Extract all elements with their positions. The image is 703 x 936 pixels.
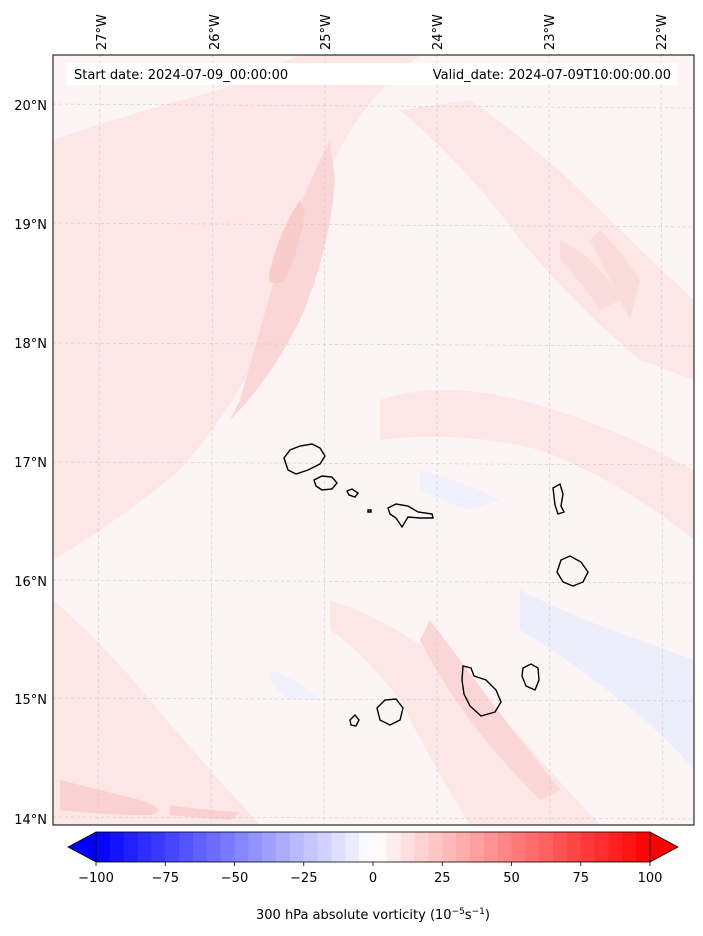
colorbar-segment — [553, 832, 568, 862]
colorbar-segment — [359, 832, 374, 862]
colorbar-segment — [192, 832, 208, 862]
colorbar-segment — [428, 832, 443, 862]
map-frame — [52, 54, 695, 826]
colorbar-segment — [317, 832, 333, 862]
colorbar-segment — [539, 832, 554, 862]
colorbar-segment — [276, 832, 291, 862]
lat-label-16n: 16°N — [14, 575, 47, 590]
vorticity-field — [53, 55, 694, 825]
lat-label-14n: 14°N — [14, 813, 47, 828]
colorbar-segment — [248, 832, 263, 862]
island-santa-luzia — [346, 488, 360, 498]
colorbar-extend-low — [67, 831, 97, 863]
colorbar-segment — [511, 832, 526, 862]
colorbar-segment — [608, 832, 623, 862]
colorbar-tick-label: 0 — [369, 871, 377, 886]
colorbar-segment — [206, 832, 222, 862]
colorbar-segment — [442, 832, 457, 862]
colorbar-segment — [373, 832, 388, 862]
colorbar-segment — [220, 832, 236, 862]
colorbar-segment — [386, 832, 402, 862]
lat-label-20n: 20°N — [14, 99, 47, 114]
colorbar-ticks: −100 −75 −50 −25 0 25 50 75 100 — [78, 862, 662, 886]
start-date-label: Start date: 2024-07-09_00:00:00 — [74, 68, 288, 83]
colorbar-segment — [123, 832, 139, 862]
valid-date-label: Valid_date: 2024-07-09T10:00:00.00 — [433, 68, 671, 83]
map-panel — [53, 55, 694, 825]
colorbar-segment — [179, 832, 194, 862]
island-santo-antao — [283, 443, 326, 475]
colorbar-tick-label: −75 — [152, 871, 179, 886]
lat-label-19n: 19°N — [14, 218, 47, 233]
colorbar-tick-label: 25 — [434, 871, 451, 886]
colorbar-tick-label: 100 — [638, 871, 663, 886]
colorbar-segment — [137, 832, 152, 862]
colorbar-segment — [165, 832, 180, 862]
colorbar-segment — [262, 832, 277, 862]
island-brava — [349, 713, 360, 727]
lat-label-15n: 15°N — [14, 693, 47, 708]
lon-label-22w: 22°W — [655, 14, 670, 50]
colorbar-extend-high — [649, 831, 679, 863]
colorbar-title-text: 300 hPa absolute vorticity (10 — [256, 908, 452, 923]
colorbar-segment — [483, 832, 499, 862]
colorbar-tick-label: 50 — [503, 871, 520, 886]
island-santiago — [461, 665, 502, 717]
latitude-labels: 20°N 19°N 18°N 17°N 16°N 15°N 14°N — [14, 99, 47, 828]
colorbar-segment — [594, 832, 610, 862]
longitude-labels: 27°W 26°W 25°W 24°W 23°W 22°W — [95, 14, 670, 50]
colorbar-segment — [109, 832, 125, 862]
colorbar-title: 300 hPa absolute vorticity (10−5s−1) — [256, 907, 490, 923]
colorbar-segment — [151, 832, 166, 862]
colorbar-segment — [525, 832, 540, 862]
lon-label-27w: 27°W — [95, 14, 110, 50]
colorbar-segment — [331, 832, 346, 862]
lon-label-26w: 26°W — [208, 14, 223, 50]
colorbar-segment — [497, 832, 513, 862]
colorbar-title-unit: s — [465, 908, 472, 923]
lat-label-17n: 17°N — [14, 456, 47, 471]
colorbar-title-exp: −5 — [452, 907, 465, 917]
colorbar-segment — [289, 832, 305, 862]
colorbar-segments — [96, 832, 651, 862]
colorbar-tick-label: 75 — [572, 871, 589, 886]
colorbar-segment — [566, 832, 582, 862]
colorbar-segment — [456, 832, 471, 862]
island-boa-vista — [556, 555, 589, 587]
island-sao-nicolau — [387, 503, 434, 529]
colorbar-segment — [303, 832, 319, 862]
colorbar-segment — [234, 832, 249, 862]
lon-label-24w: 24°W — [431, 14, 446, 50]
colorbar-segment — [345, 832, 360, 862]
island-maio — [521, 663, 540, 691]
island-sal — [552, 482, 565, 515]
colorbar-title-close: ) — [485, 908, 490, 923]
colorbar-tick-label: −25 — [290, 871, 317, 886]
colorbar-tick-label: −50 — [221, 871, 248, 886]
colorbar-segment — [414, 832, 429, 862]
date-info-box — [67, 63, 677, 85]
colorbar-segment — [469, 832, 485, 862]
colorbar-tick-label: −100 — [78, 871, 114, 886]
coastlines — [283, 443, 589, 727]
island-branco — [367, 509, 372, 513]
island-fogo — [376, 698, 404, 726]
colorbar: −100 −75 −50 −25 0 25 50 75 100 300 hPa absolute… — [67, 831, 679, 923]
colorbar-segment — [622, 832, 637, 862]
gridlines — [53, 55, 694, 825]
colorbar-title-unit-exp: −1 — [472, 907, 485, 917]
colorbar-segment — [636, 832, 651, 862]
colorbar-segment — [96, 832, 111, 862]
colorbar-segment — [400, 832, 416, 862]
colorbar-segment — [580, 832, 596, 862]
island-sao-vicente — [313, 475, 338, 491]
lon-label-25w: 25°W — [319, 14, 334, 50]
lat-label-18n: 18°N — [14, 337, 47, 352]
lon-label-23w: 23°W — [543, 14, 558, 50]
